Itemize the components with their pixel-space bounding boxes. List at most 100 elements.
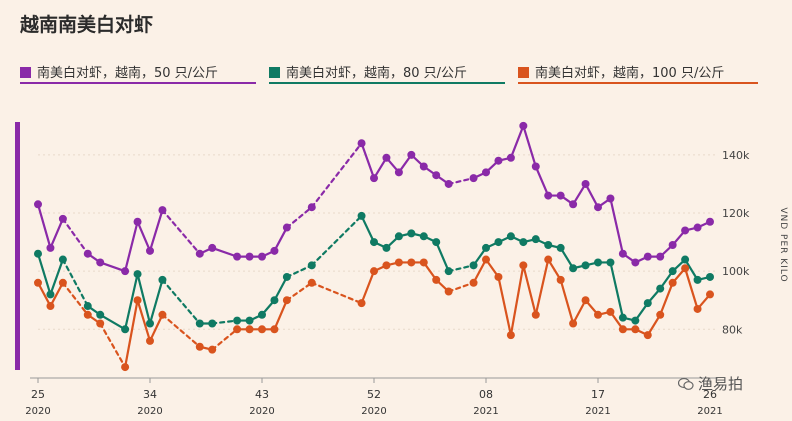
series-2-segment xyxy=(684,267,699,311)
series-2-segment xyxy=(534,258,550,316)
series-2-point xyxy=(46,302,55,311)
series-2-point xyxy=(121,363,130,372)
series-2-point xyxy=(506,331,515,340)
series-2-segment xyxy=(572,299,587,325)
series-0-segment xyxy=(124,220,139,273)
series-1-point xyxy=(419,232,428,241)
series-0-point xyxy=(121,267,130,276)
series-1-segment xyxy=(211,319,239,325)
series-0-point xyxy=(544,191,553,200)
series-0-point xyxy=(245,252,254,261)
series-0-segment xyxy=(609,197,624,255)
series-2-point xyxy=(494,272,503,281)
series-1-segment xyxy=(136,272,152,325)
series-1-point xyxy=(681,255,690,264)
series-2-point xyxy=(432,275,441,284)
series-0-point xyxy=(531,162,540,171)
series-1-point xyxy=(96,310,105,319)
series-0-point xyxy=(46,243,55,252)
series-0-point xyxy=(96,258,105,267)
series-1-segment xyxy=(609,261,624,319)
series-0-point xyxy=(419,162,428,171)
series-2-point xyxy=(556,275,565,284)
series-2-point xyxy=(606,307,615,316)
series-1-point xyxy=(643,299,652,308)
series-2-point xyxy=(208,345,217,354)
wechat-icon xyxy=(678,377,694,390)
legend-label-100: 南美白对虾，越南，100 只/公斤 xyxy=(535,66,725,81)
series-1-segment xyxy=(49,258,64,296)
series-0-point xyxy=(706,217,714,226)
series-2-point xyxy=(631,325,640,334)
series-0-segment xyxy=(310,142,363,209)
series-2-point xyxy=(482,255,490,264)
series-0-point xyxy=(681,226,690,235)
series-2-point xyxy=(233,325,242,334)
series-1-point xyxy=(531,235,540,244)
series-1-point xyxy=(519,238,528,247)
series-0-segment xyxy=(61,217,89,255)
series-1-point xyxy=(706,272,714,281)
series-2-point xyxy=(83,310,92,319)
series-1-segment xyxy=(124,272,139,331)
series-2-segment xyxy=(360,270,376,305)
series-1-point xyxy=(556,243,565,252)
series-2-point xyxy=(519,261,528,270)
series-2-point xyxy=(681,264,690,273)
series-0-point xyxy=(357,139,366,148)
series-2-point xyxy=(58,278,67,287)
series-0-segment xyxy=(584,182,600,209)
series-2-segment xyxy=(310,281,363,305)
series-2-point xyxy=(668,278,677,287)
series-2-segment xyxy=(472,258,488,284)
series-2-segment xyxy=(49,281,64,308)
series-0-point xyxy=(631,258,640,267)
series-1-segment xyxy=(36,252,52,296)
series-1-point xyxy=(357,211,366,220)
series-0-point xyxy=(432,171,441,180)
series-1-segment xyxy=(273,275,288,302)
series-1-point xyxy=(158,275,167,284)
series-2-point xyxy=(569,319,578,328)
watermark-text: 渔易拍 xyxy=(698,375,744,393)
legend-swatch-80 xyxy=(269,67,280,78)
series-0-point xyxy=(394,168,403,177)
series-2-point xyxy=(195,342,204,351)
series-0-segment xyxy=(148,209,164,252)
x-tick-label: 17 xyxy=(591,388,605,401)
series-0-point xyxy=(519,121,528,130)
series-0-segment xyxy=(36,203,52,250)
series-0-point xyxy=(34,200,42,209)
series-2-point xyxy=(693,304,702,313)
series-1-point xyxy=(581,261,590,270)
series-1-point xyxy=(506,232,515,241)
series-2-point xyxy=(419,258,428,267)
series-1-segment xyxy=(447,264,475,273)
series-2-segment xyxy=(36,281,52,308)
series-1-segment xyxy=(310,214,363,267)
series-1-point xyxy=(631,316,640,325)
series-1-point xyxy=(121,325,130,334)
series-0-point xyxy=(58,214,67,223)
series-1-point xyxy=(133,270,142,279)
series-0-point xyxy=(158,206,167,215)
series-2-point xyxy=(158,310,167,319)
series-1-segment xyxy=(435,240,450,273)
series-0-point xyxy=(556,191,565,200)
series-2-segment xyxy=(61,281,89,316)
legend-item-100[interactable]: 南美白对虾，越南，100 只/公斤 xyxy=(518,62,758,84)
x-tick-label: 43 xyxy=(255,388,269,401)
series-1-point xyxy=(58,255,67,264)
series-2-segment xyxy=(497,275,512,337)
series-0-point xyxy=(133,217,142,226)
legend-item-50[interactable]: 南美白对虾，越南，50 只/公斤 xyxy=(20,62,256,84)
legend-item-80[interactable]: 南美白对虾，越南，80 只/公斤 xyxy=(269,62,505,84)
series-2-point xyxy=(394,258,403,267)
x-tick-label: 25 xyxy=(31,388,45,401)
series-1-point xyxy=(469,261,478,270)
series-0-point xyxy=(668,241,677,249)
legend-underline-100 xyxy=(518,82,758,84)
x-tick-year: 2020 xyxy=(361,406,386,417)
series-0-point xyxy=(146,246,154,255)
legend-swatch-100 xyxy=(518,67,529,78)
